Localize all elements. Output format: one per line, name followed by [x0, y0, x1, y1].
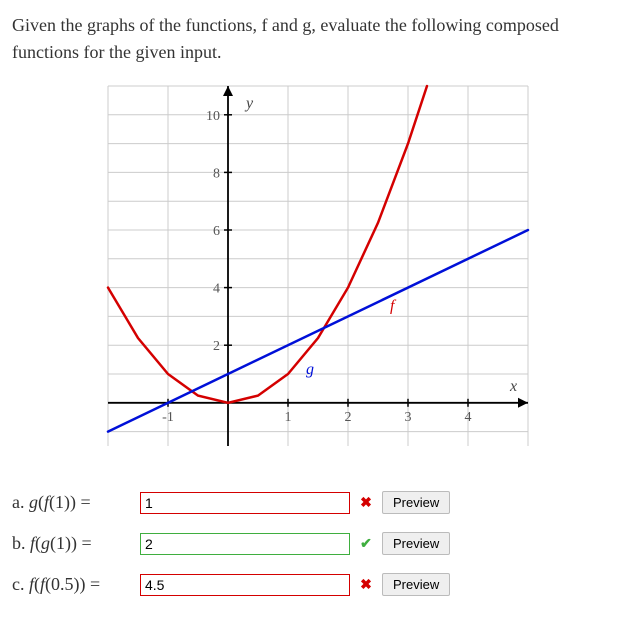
svg-text:-1: -1 [162, 410, 174, 425]
answers-block: a. g(f(1)) = ✖ Preview b. f(g(1)) = ✔ Pr… [12, 491, 624, 596]
svg-text:3: 3 [405, 410, 412, 425]
answer-row-c: c. f(f(0.5)) = ✖ Preview [12, 573, 624, 596]
answer-input-b[interactable] [140, 533, 350, 555]
answer-label-b: b. f(g(1)) = [12, 533, 132, 554]
svg-text:8: 8 [213, 166, 220, 181]
prompt-text: Given the graphs of the functions, f and… [12, 12, 624, 66]
svg-text:g: g [306, 361, 314, 378]
answer-row-b: b. f(g(1)) = ✔ Preview [12, 532, 624, 555]
function-graph: -11234246810yxfg [98, 76, 538, 456]
svg-text:2: 2 [213, 339, 220, 354]
preview-button-a[interactable]: Preview [382, 491, 450, 514]
status-icon-c: ✖ [358, 576, 374, 593]
chart-container: -11234246810yxfg [12, 76, 624, 461]
svg-text:6: 6 [213, 224, 220, 239]
svg-text:4: 4 [465, 410, 472, 425]
answer-label-a: a. g(f(1)) = [12, 492, 132, 513]
answer-label-c: c. f(f(0.5)) = [12, 574, 132, 595]
answer-row-a: a. g(f(1)) = ✖ Preview [12, 491, 624, 514]
svg-text:10: 10 [206, 109, 220, 124]
status-icon-a: ✖ [358, 494, 374, 511]
svg-text:1: 1 [285, 410, 292, 425]
answer-input-a[interactable] [140, 492, 350, 514]
answer-input-c[interactable] [140, 574, 350, 596]
svg-text:x: x [509, 378, 517, 395]
status-icon-b: ✔ [358, 535, 374, 552]
preview-button-b[interactable]: Preview [382, 532, 450, 555]
svg-text:2: 2 [345, 410, 352, 425]
svg-text:y: y [244, 95, 254, 112]
svg-text:4: 4 [213, 282, 220, 297]
preview-button-c[interactable]: Preview [382, 573, 450, 596]
